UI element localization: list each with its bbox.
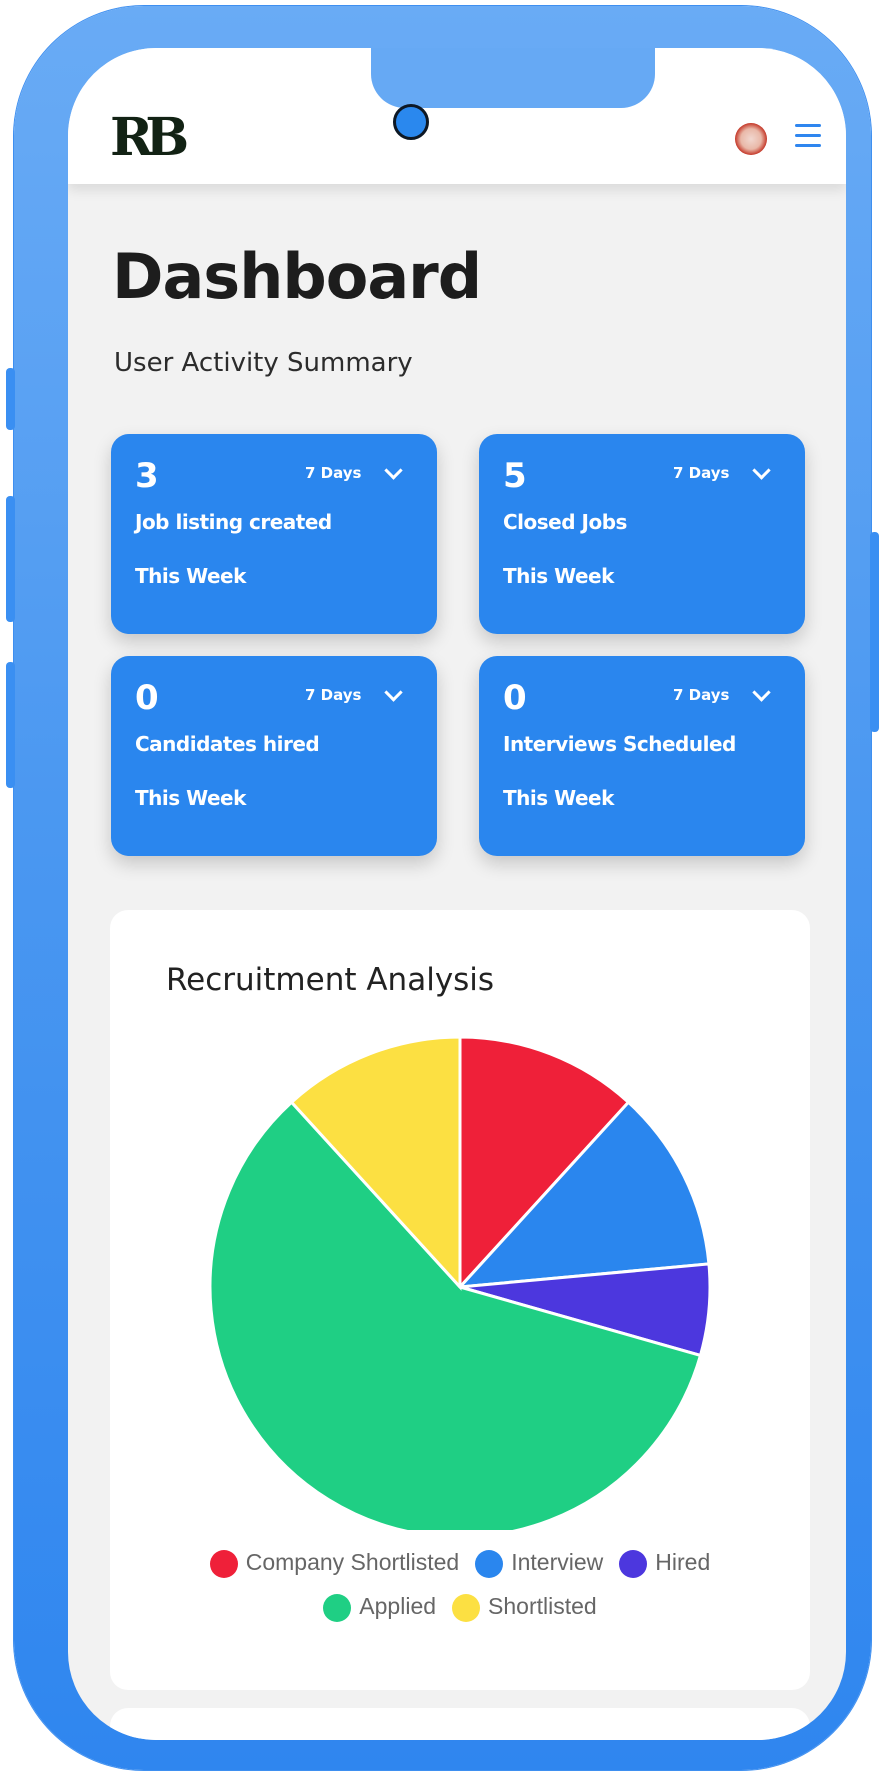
chevron-down-icon[interactable] xyxy=(384,461,403,480)
legend-label: Interview xyxy=(511,1549,604,1575)
stat-count: 0 xyxy=(503,678,527,718)
period-select[interactable]: 7 Days xyxy=(673,686,730,704)
menu-icon[interactable] xyxy=(795,124,821,150)
pie-slice-interview[interactable] xyxy=(456,1100,711,1289)
stat-week: This Week xyxy=(503,564,614,588)
next-section-card xyxy=(110,1708,810,1740)
legend-swatch xyxy=(452,1593,481,1622)
stat-count: 5 xyxy=(503,456,527,496)
legend-label: Applied xyxy=(359,1593,437,1619)
legend-item[interactable]: Shortlisted xyxy=(452,1584,597,1628)
volume-up-button xyxy=(6,496,15,622)
legend-item[interactable]: Applied xyxy=(323,1584,436,1628)
period-select[interactable]: 7 Days xyxy=(673,464,730,482)
notch xyxy=(371,48,655,108)
pie-slice-company-shortlisted[interactable] xyxy=(458,1035,631,1291)
stat-card-job-listings[interactable]: 3 7 Days Job listing created This Week xyxy=(111,434,437,634)
legend-item[interactable]: Company Shortlisted xyxy=(209,1540,460,1584)
period-select[interactable]: 7 Days xyxy=(305,686,362,704)
legend-swatch xyxy=(475,1549,504,1578)
legend-label: Company Shortlisted xyxy=(245,1549,460,1575)
legend-label: Shortlisted xyxy=(488,1593,597,1619)
stat-count: 0 xyxy=(135,678,159,718)
volume-down-button xyxy=(6,662,15,788)
stat-label: Job listing created xyxy=(135,510,332,534)
legend-swatch xyxy=(209,1549,238,1578)
logo[interactable]: RB xyxy=(110,107,189,168)
stat-label: Closed Jobs xyxy=(503,510,627,534)
chevron-down-icon[interactable] xyxy=(752,461,771,480)
period-select[interactable]: 7 Days xyxy=(305,464,362,482)
stat-label: Candidates hired xyxy=(135,732,320,756)
stat-week: This Week xyxy=(135,564,246,588)
chart-title: Recruitment Analysis xyxy=(166,962,495,998)
mute-switch xyxy=(6,368,15,430)
page-subtitle: User Activity Summary xyxy=(114,348,413,378)
stat-card-interviews-scheduled[interactable]: 0 7 Days Interviews Scheduled This Week xyxy=(479,656,805,856)
legend-item[interactable]: Hired xyxy=(619,1540,710,1584)
chevron-down-icon[interactable] xyxy=(752,683,771,702)
pie-slice-shortlisted[interactable] xyxy=(289,1035,462,1291)
stat-week: This Week xyxy=(503,786,614,810)
pie-chart[interactable] xyxy=(110,910,810,1530)
stat-label: Interviews Scheduled xyxy=(503,732,736,756)
emblem-icon[interactable] xyxy=(735,123,767,155)
legend-item[interactable]: Interview xyxy=(475,1540,603,1584)
page-title: Dashboard xyxy=(112,240,482,313)
stat-card-closed-jobs[interactable]: 5 7 Days Closed Jobs This Week xyxy=(479,434,805,634)
power-button xyxy=(870,532,879,732)
legend-swatch xyxy=(323,1593,352,1622)
stat-count: 3 xyxy=(135,456,159,496)
recruitment-analysis-card: Recruitment Analysis Company Shortlisted… xyxy=(110,910,810,1690)
phone-frame: RB Dashboard User Activity Summary 3 7 D… xyxy=(6,6,879,1770)
chart-legend: Company Shortlisted Interview Hired Applied… xyxy=(110,1540,810,1628)
stat-card-candidates-hired[interactable]: 0 7 Days Candidates hired This Week xyxy=(111,656,437,856)
chevron-down-icon[interactable] xyxy=(384,683,403,702)
stat-week: This Week xyxy=(135,786,246,810)
legend-swatch xyxy=(619,1549,648,1578)
screen: RB Dashboard User Activity Summary 3 7 D… xyxy=(68,48,846,1740)
camera-icon xyxy=(393,104,429,140)
pie-slice-applied[interactable] xyxy=(208,1100,703,1530)
legend-label: Hired xyxy=(655,1549,711,1575)
